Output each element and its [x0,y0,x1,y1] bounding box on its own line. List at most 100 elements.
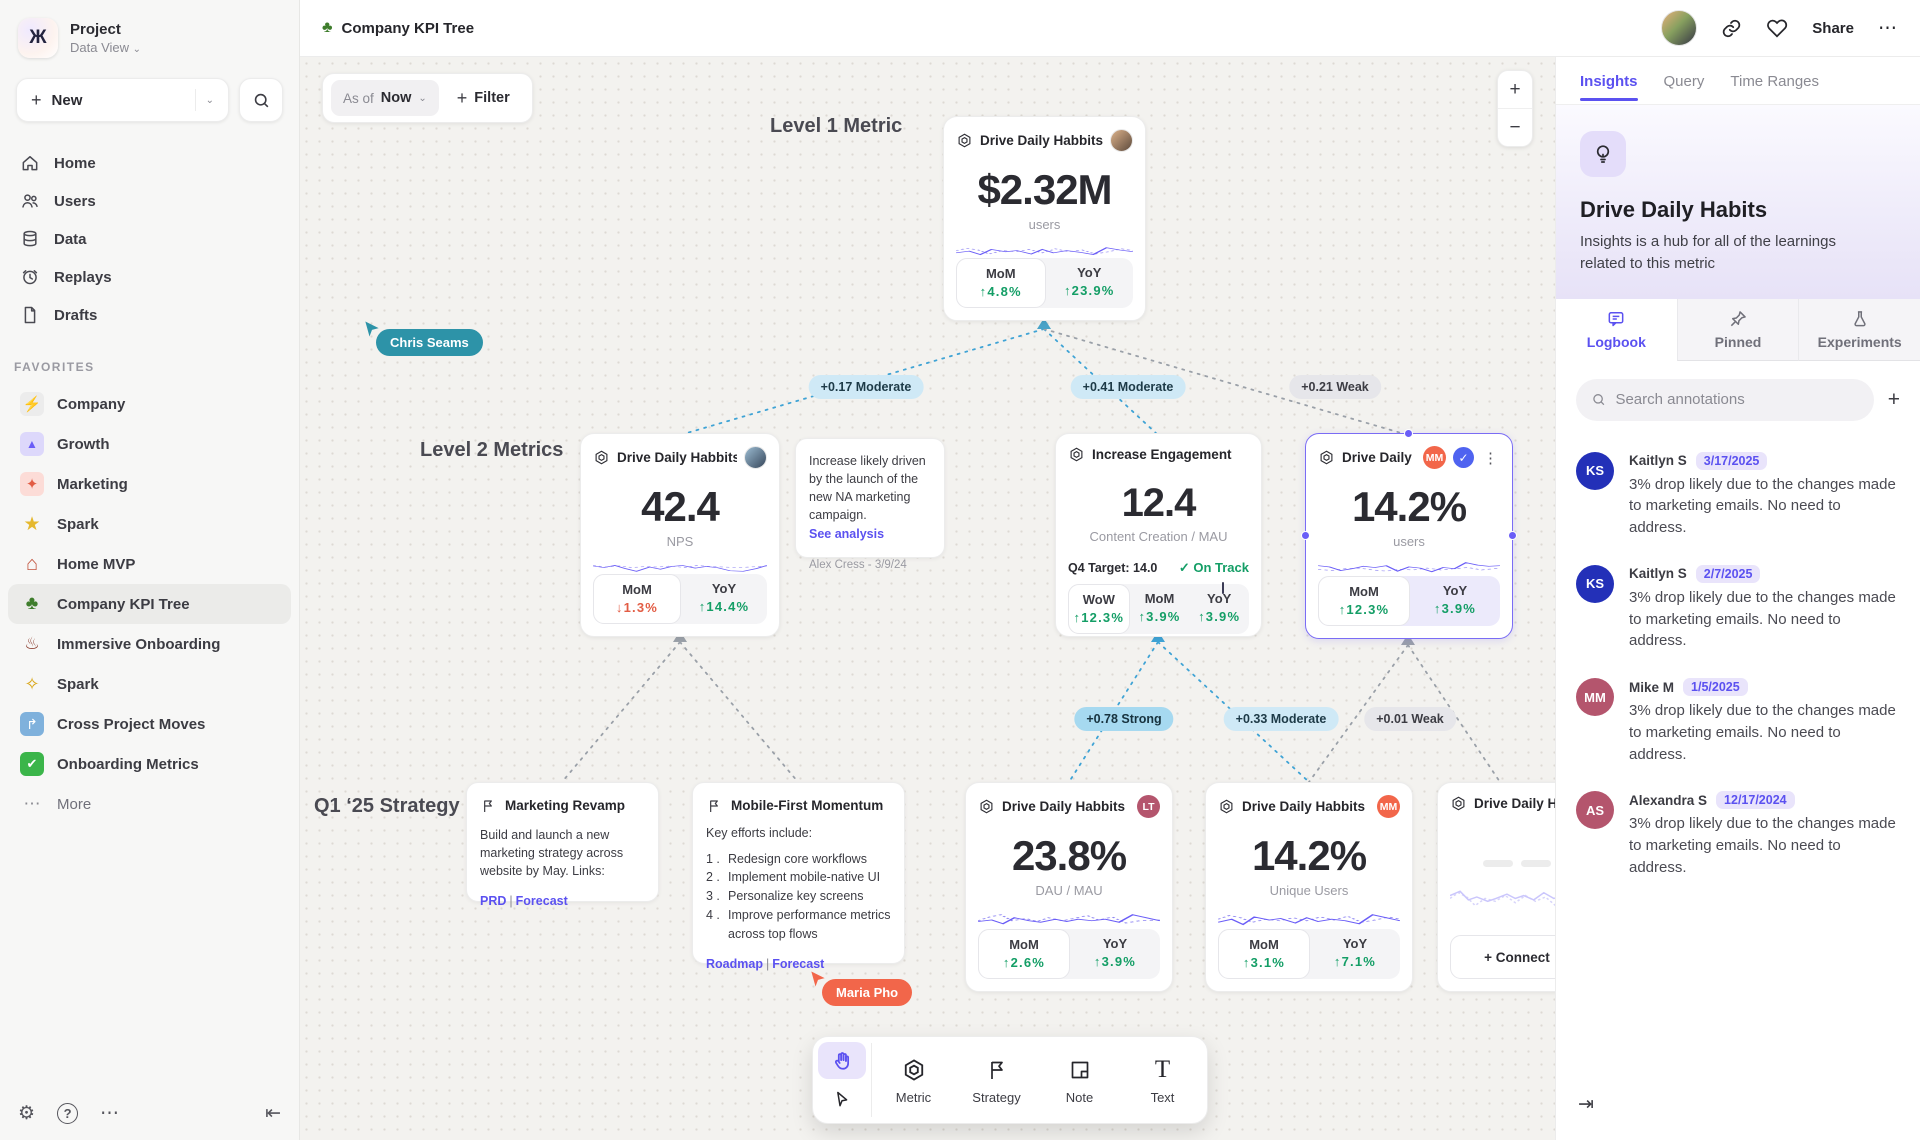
correlation-pill[interactable]: +0.21 Weak [1289,375,1381,399]
annotation-item[interactable]: AS Alexandra S 12/17/2024 3% drop likely… [1562,778,1914,891]
flag-icon [990,1061,1003,1079]
text-tool-button[interactable]: T Text [1150,1055,1175,1105]
annotation-item[interactable]: MM Mike M 1/5/2025 3% drop likely due to… [1562,665,1914,778]
metric-tool-button[interactable]: Metric [872,1037,955,1123]
metric-card-level1[interactable]: Drive Daily Habbits $2.32M users MoM ↑4.… [943,116,1146,321]
plus-icon: + [456,87,468,108]
sidebar-item-replays[interactable]: Replays [8,258,291,296]
favorite-home-mvp[interactable]: ⌂ Home MVP [8,544,291,584]
forecast-link[interactable]: Forecast [772,957,825,972]
stat-mom[interactable]: MoM ↑3.1% [1218,929,1310,979]
favorite-immersive-onboarding[interactable]: ♨ Immersive Onboarding [8,624,291,664]
sidebar-item-users[interactable]: Users [8,182,291,220]
share-button[interactable]: Share [1812,19,1854,37]
sidebar-item-drafts[interactable]: Drafts [8,296,291,334]
selection-handle[interactable] [1301,531,1310,540]
favorites-more[interactable]: ⋯ More [8,784,291,824]
new-button[interactable]: + New ⌄ [16,78,229,122]
metric-card-dau-mau[interactable]: Drive Daily Habbits LT 23.8% DAU / MAU M… [965,782,1173,992]
stat-yoy[interactable]: YoY ↑3.9% [1433,583,1477,616]
metric-unit: DAU / MAU [1035,883,1103,898]
connect-button[interactable]: + Connect [1450,935,1555,979]
annotation-note-card[interactable]: Increase likely driven by the launch of … [795,438,945,571]
collaborator-cursor-maria: Maria Pho [808,969,913,1006]
metric-card-nps[interactable]: Drive Daily Habbits 42.4 NPS MoM ↓1.3% Y… [580,433,780,637]
stat-yoy[interactable]: YoY ↑3.9% [1093,936,1137,969]
see-analysis-link[interactable]: See analysis [809,526,885,541]
note-tool-button[interactable]: Note [1038,1037,1121,1123]
project-switcher[interactable]: Ж Project Data View ⌄ [0,0,299,68]
collapse-sidebar-icon[interactable]: ⇤ [265,1102,281,1124]
kpi-canvas[interactable]: As of Now ⌄ + Filter + − Level 1 Metric … [300,57,1555,1140]
search-button[interactable] [239,78,283,122]
chevron-down-icon[interactable]: ⌄ [205,94,214,106]
gear-icon[interactable]: ⚙ [18,1102,36,1124]
annotation-search[interactable] [1576,378,1874,421]
user-avatar[interactable] [1661,10,1698,46]
subtab-experiments[interactable]: Experiments [1798,298,1920,361]
correlation-pill[interactable]: +0.78 Strong [1074,707,1174,731]
filter-button[interactable]: + Filter [456,87,510,108]
metric-card-engagement[interactable]: Increase Engagement 12.4 Content Creatio… [1055,433,1262,637]
panel-tabs: Insights Query Time Ranges [1556,57,1920,105]
add-annotation-button[interactable]: + [1887,387,1900,411]
stat-yoy[interactable]: YoY ↑23.9% [1063,265,1115,298]
tab-query[interactable]: Query [1663,73,1705,90]
help-icon[interactable]: ? [57,1102,79,1124]
stat-mom[interactable]: MoM ↓1.3% [593,574,681,624]
hand-tool-button[interactable] [818,1042,866,1079]
correlation-pill[interactable]: +0.01 Weak [1364,707,1456,731]
stat-mom[interactable]: MoM ↑12.3% [1318,576,1410,626]
asof-selector[interactable]: As of Now ⌄ [331,80,439,116]
forecast-link[interactable]: Forecast [515,893,568,908]
stat-mom[interactable]: MoM ↑2.6% [978,929,1070,979]
strategy-card-mobile-first[interactable]: Mobile-First Momentum Key efforts includ… [692,782,905,971]
more-icon[interactable]: ⋯ [100,1102,120,1124]
sidebar-item-data[interactable]: Data [8,220,291,258]
zoom-in-button[interactable]: + [1509,78,1521,100]
heart-icon[interactable] [1766,17,1788,39]
zoom-out-button[interactable]: − [1509,116,1521,138]
favorite-marketing[interactable]: ✦ Marketing [8,464,291,504]
favorite-onboarding-metrics[interactable]: ✔ Onboarding Metrics [8,744,291,784]
correlation-pill[interactable]: +0.33 Moderate [1223,707,1339,731]
select-tool-button[interactable] [818,1081,866,1118]
project-view[interactable]: Data View ⌄ [70,40,142,55]
selection-handle[interactable] [1508,531,1517,540]
kebab-menu-icon[interactable]: ⋮ [1483,449,1498,467]
annotation-item[interactable]: KS Kaitlyn S 2/7/2025 3% drop likely due… [1562,552,1914,665]
prd-link[interactable]: PRD [480,893,507,908]
subtab-pinned[interactable]: Pinned [1676,298,1799,361]
subtab-logbook[interactable]: Logbook [1556,298,1677,361]
annotation-item[interactable]: KS Kaitlyn S 3/17/2025 3% drop likely du… [1562,439,1914,552]
strategy-tool-button[interactable]: Strategy [955,1037,1038,1123]
favorite-growth[interactable]: ▲ Growth [8,424,291,464]
more-icon[interactable]: ⋯ [1878,17,1898,39]
tab-time-ranges[interactable]: Time Ranges [1730,73,1820,90]
correlation-pill[interactable]: +0.41 Moderate [1070,375,1186,399]
favorite-spark[interactable]: ★ Spark [8,504,291,544]
tab-insights[interactable]: Insights [1580,61,1638,101]
sidebar-item-home[interactable]: Home [8,144,291,182]
favorite-spark-2[interactable]: ✧ Spark [8,664,291,704]
annotation-search-input[interactable] [1615,391,1859,408]
correlation-pill[interactable]: +0.17 Moderate [808,375,924,399]
favorite-company-kpi-tree[interactable]: ♣ Company KPI Tree [8,584,291,624]
stat-mom[interactable]: MoM ↑4.8% [956,258,1046,308]
stat-yoy[interactable]: YoY ↑14.4% [698,581,750,614]
metric-unit: Unique Users [1269,883,1349,898]
stat-mom[interactable]: MoM ↑3.9% [1138,591,1181,624]
metric-card-unconnected[interactable]: Drive Daily Hab + Connect [1437,782,1555,992]
strategy-card-marketing-revamp[interactable]: Marketing Revamp Build and launch a new … [466,782,659,908]
selection-handle[interactable] [1404,429,1413,438]
metric-card-selected[interactable]: Drive Daily Habb.. MM ✓ ⋮ 14.2% users Mo… [1301,429,1517,639]
stat-yoy[interactable]: YoY ↑3.9% [1198,591,1241,624]
stat-wow[interactable]: WoW ↑12.3% [1068,584,1130,634]
roadmap-link[interactable]: Roadmap [706,957,763,972]
favorite-cross-project-moves[interactable]: ↱ Cross Project Moves [8,704,291,744]
link-icon[interactable] [1721,18,1742,39]
favorite-company[interactable]: ⚡ Company [8,384,291,424]
stat-yoy[interactable]: YoY ↑7.1% [1333,936,1377,969]
metric-card-unique-users[interactable]: Drive Daily Habbits MM 14.2% Unique User… [1205,782,1413,992]
collapse-panel-icon[interactable]: ⇥ [1578,1094,1594,1115]
